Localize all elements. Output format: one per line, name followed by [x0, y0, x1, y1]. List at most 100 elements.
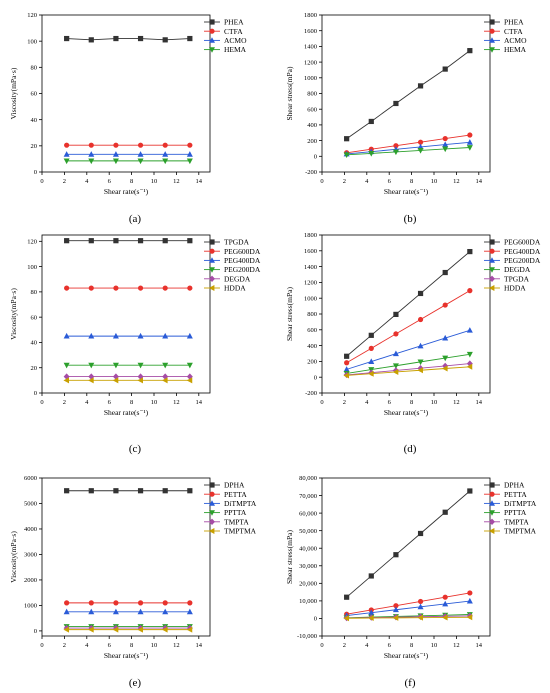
y-axis-label: Viscosity(mPa·s) — [9, 288, 18, 340]
y-tick-label: -200 — [305, 390, 317, 397]
data-point — [343, 615, 350, 622]
x-tick-label: 8 — [410, 642, 413, 649]
y-tick-label: 10,000 — [299, 598, 317, 605]
legend-entry: TMPTMA — [224, 527, 257, 536]
legend-entry: DPHA — [504, 481, 525, 490]
y-tick-label: 6000 — [24, 475, 37, 482]
data-point — [392, 363, 399, 369]
data-point — [417, 148, 424, 154]
y-tick-label: 60,000 — [299, 510, 317, 517]
legend-marker — [489, 510, 495, 516]
series-line — [346, 329, 470, 370]
y-tick-label: 30,000 — [299, 563, 317, 570]
y-tick-label: 1000 — [304, 75, 317, 82]
y-tick-label: 20,000 — [299, 581, 317, 588]
x-tick-label: 6 — [108, 642, 112, 649]
x-tick-label: 4 — [85, 399, 89, 406]
legend-entry: PEG600DA — [504, 238, 541, 247]
legend-entry: PEG400DA — [224, 256, 261, 265]
panel-label: (d) — [404, 443, 417, 455]
x-axis-label: Shear rate(s⁻¹) — [104, 187, 149, 196]
panel-label: (f) — [405, 677, 416, 689]
x-tick-label: 0 — [320, 399, 323, 406]
data-point — [63, 377, 70, 384]
data-point — [113, 35, 119, 42]
y-tick-label: 120 — [27, 12, 37, 19]
x-tick-label: 8 — [130, 178, 133, 185]
data-point — [187, 488, 193, 494]
data-point — [187, 142, 193, 148]
data-point — [137, 332, 144, 339]
data-point — [344, 353, 350, 359]
data-point — [88, 285, 94, 291]
y-tick-label: 0 — [314, 154, 317, 161]
legend-marker — [489, 500, 495, 506]
chart-panel: 0 2 4 6 8 10 12 14-2000200400600800100012001400… — [285, 232, 541, 455]
chart-panel: 0 2 4 6 8 10 12 14-2000200400600800100012001400… — [285, 12, 527, 225]
data-point — [442, 600, 449, 607]
x-tick-label: 6 — [108, 178, 112, 185]
data-point — [63, 608, 70, 615]
y-tick-label: 800 — [307, 311, 317, 318]
data-point — [186, 608, 193, 615]
legend-marker — [489, 239, 495, 245]
legend-entry: PETTA — [504, 490, 527, 499]
data-point — [393, 143, 399, 149]
legend-marker — [489, 19, 495, 25]
data-point — [467, 288, 473, 294]
y-tick-label: 600 — [307, 327, 317, 334]
series-tpgda — [64, 238, 193, 244]
data-point — [368, 150, 375, 157]
legend-entry: HDDA — [504, 284, 526, 293]
data-point — [64, 600, 70, 606]
data-point — [112, 362, 119, 369]
legend-marker — [489, 482, 495, 488]
series-line — [346, 134, 470, 154]
data-point — [466, 351, 473, 358]
data-point — [88, 377, 94, 384]
data-point — [466, 614, 473, 621]
legend-marker — [209, 267, 215, 273]
legend-marker — [209, 239, 215, 245]
x-tick-label: 12 — [453, 399, 460, 406]
data-point — [417, 342, 424, 349]
data-point — [137, 600, 144, 606]
series-line — [346, 50, 471, 140]
data-point — [392, 368, 399, 375]
series-tpgda — [343, 360, 473, 379]
data-point — [112, 332, 119, 339]
x-tick-label: 10 — [151, 399, 158, 406]
series-phea — [64, 35, 193, 43]
y-tick-label: 80 — [31, 289, 38, 296]
data-point — [368, 615, 374, 622]
data-point — [442, 355, 449, 362]
series-tmptma — [343, 614, 473, 622]
data-point — [113, 600, 119, 606]
series-line — [346, 251, 471, 357]
series-pptta — [63, 624, 193, 630]
plot-frame — [41, 234, 211, 394]
y-tick-label: 0 — [314, 616, 317, 623]
series-petta — [64, 600, 193, 606]
y-tick-label: 1200 — [304, 280, 317, 287]
y-tick-label: 200 — [307, 138, 317, 145]
data-point — [392, 350, 399, 357]
data-point — [112, 626, 119, 633]
data-point — [368, 573, 374, 579]
legend-marker — [209, 482, 215, 488]
legend-marker — [489, 28, 495, 34]
data-point — [343, 152, 350, 159]
data-point — [137, 151, 144, 157]
series-line — [346, 290, 471, 364]
data-point — [417, 83, 424, 89]
data-point — [64, 35, 70, 42]
series-peg400da — [63, 332, 193, 339]
y-tick-label: 120 — [27, 239, 37, 246]
data-point — [137, 158, 144, 165]
y-tick-label: -200 — [305, 169, 317, 176]
y-axis-label: Shear stress(mPa) — [285, 66, 294, 120]
series-phea — [344, 48, 473, 142]
